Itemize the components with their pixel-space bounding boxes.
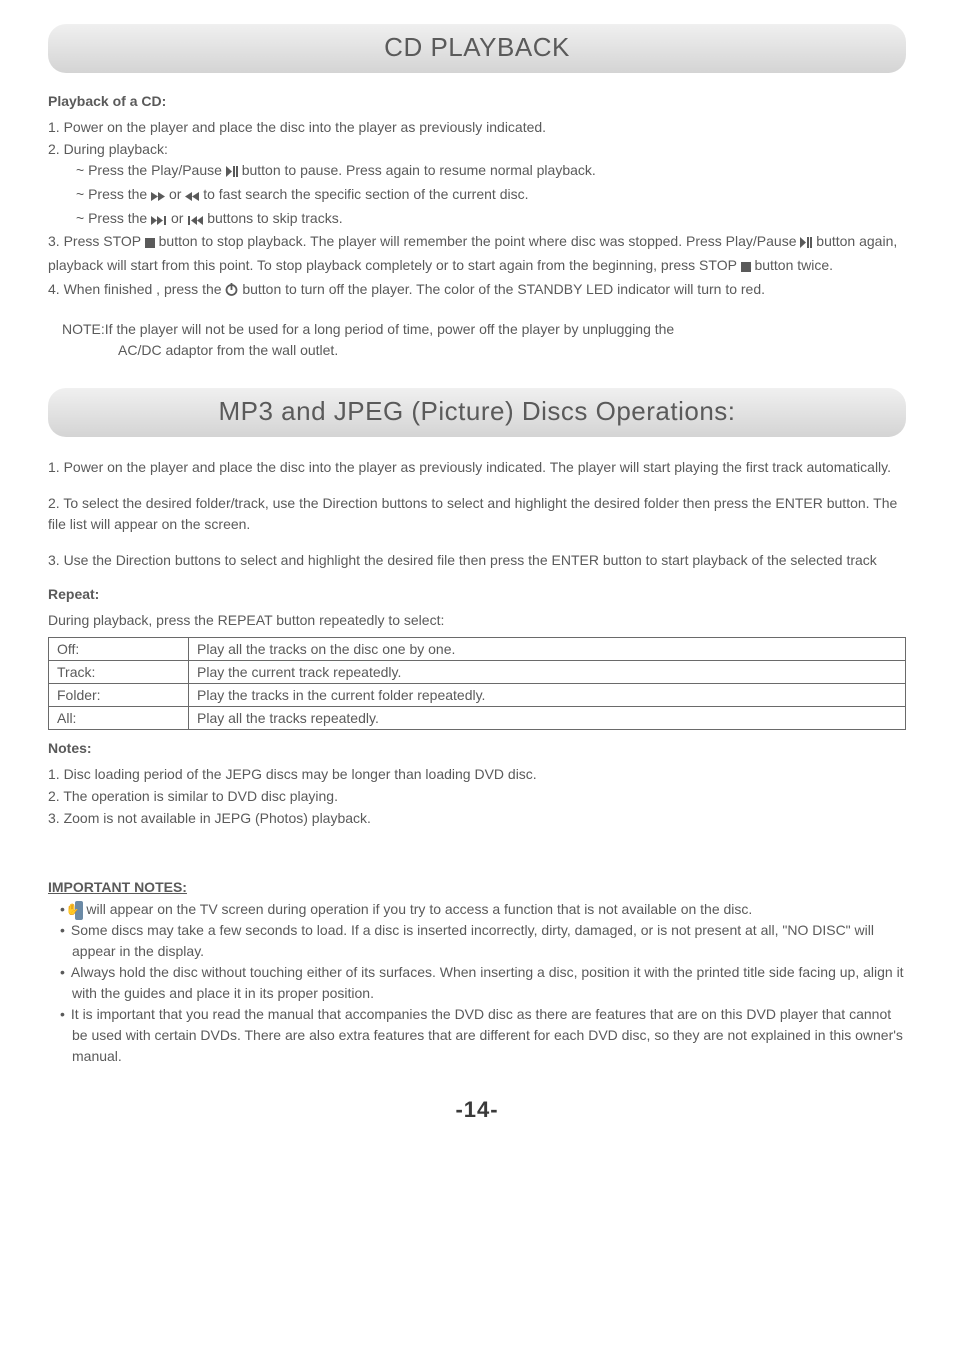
- text: or: [169, 186, 185, 202]
- text: button to pause. Press again to resume n…: [242, 162, 596, 178]
- list-item: 2. During playback:: [48, 139, 906, 161]
- text: It is important that you read the manual…: [71, 1006, 903, 1064]
- cell-desc: Play all the tracks on the disc one by o…: [189, 638, 906, 661]
- list-item: Some discs may take a few seconds to loa…: [54, 920, 906, 962]
- mp3-list: 1. Power on the player and place the dis…: [48, 457, 906, 572]
- fast-forward-icon: [151, 186, 165, 208]
- list-item: 2. The operation is similar to DVD disc …: [48, 786, 906, 808]
- table-row: All: Play all the tracks repeatedly.: [49, 707, 906, 730]
- list-item: 3. Use the Direction buttons to select a…: [48, 550, 906, 572]
- rewind-icon: [185, 186, 199, 208]
- text: ~ Press the: [76, 210, 151, 226]
- list-item: 1. Power on the player and place the dis…: [48, 117, 906, 139]
- skip-prev-icon: [187, 210, 203, 232]
- page-root: CD PLAYBACK Playback of a CD: 1. Power o…: [0, 0, 954, 1163]
- cell-label: Folder:: [49, 684, 189, 707]
- text: ~ Press the Play/Pause: [76, 162, 226, 178]
- cell-label: Track:: [49, 661, 189, 684]
- list-item: 2. To select the desired folder/track, u…: [48, 493, 906, 536]
- repeat-intro: During playback, press the REPEAT button…: [48, 610, 906, 632]
- section-header-cd-playback: CD PLAYBACK: [48, 24, 906, 73]
- hand-icon: ✋: [75, 901, 83, 920]
- cell-desc: Play the tracks in the current folder re…: [189, 684, 906, 707]
- stop-icon: [741, 257, 751, 279]
- note-block: NOTE:If the player will not be used for …: [48, 319, 906, 362]
- note-line: NOTE:If the player will not be used for …: [48, 319, 906, 341]
- table-row: Folder: Play the tracks in the current f…: [49, 684, 906, 707]
- notes-heading: Notes:: [48, 740, 906, 756]
- list-item: ~ Press the Play/Pause button to pause. …: [48, 160, 906, 184]
- skip-next-icon: [151, 210, 167, 232]
- list-item: 1. Power on the player and place the dis…: [48, 457, 906, 479]
- list-item: ~ Press the or to fast search the specif…: [48, 184, 906, 208]
- repeat-table: Off: Play all the tracks on the disc one…: [48, 637, 906, 730]
- cell-desc: Play the current track repeatedly.: [189, 661, 906, 684]
- playback-heading: Playback of a CD:: [48, 93, 906, 109]
- notes-list: 1. Disc loading period of the JEPG discs…: [48, 764, 906, 829]
- list-item: 3. Zoom is not available in JEPG (Photos…: [48, 808, 906, 830]
- text: to fast search the specific section of t…: [203, 186, 528, 202]
- list-item: ✋ will appear on the TV screen during op…: [54, 899, 906, 920]
- power-icon: [225, 281, 238, 303]
- play-pause-icon: [800, 233, 812, 255]
- list-item: 1. Disc loading period of the JEPG discs…: [48, 764, 906, 786]
- important-notes-list: ✋ will appear on the TV screen during op…: [48, 899, 906, 1067]
- table-row: Off: Play all the tracks on the disc one…: [49, 638, 906, 661]
- playback-list: 1. Power on the player and place the dis…: [48, 117, 906, 303]
- text: button twice.: [754, 257, 833, 273]
- important-notes-heading: IMPORTANT NOTES:: [48, 879, 906, 895]
- list-item: It is important that you read the manual…: [54, 1004, 906, 1067]
- text: will appear on the TV screen during oper…: [83, 901, 753, 917]
- text: button to stop playback. The player will…: [159, 233, 801, 249]
- text: button to turn off the player. The color…: [242, 281, 765, 297]
- text: or: [171, 210, 187, 226]
- list-item: 3. Press STOP button to stop playback. T…: [48, 231, 906, 278]
- section-header-mp3-jpeg: MP3 and JPEG (Picture) Discs Operations:: [48, 388, 906, 437]
- text: 3. Press STOP: [48, 233, 145, 249]
- cell-label: All:: [49, 707, 189, 730]
- table-row: Track: Play the current track repeatedly…: [49, 661, 906, 684]
- cell-label: Off:: [49, 638, 189, 661]
- text: ~ Press the: [76, 186, 151, 202]
- stop-icon: [145, 233, 155, 255]
- list-item: 4. When finished , press the button to t…: [48, 279, 906, 303]
- text: Always hold the disc without touching ei…: [71, 964, 904, 1001]
- list-item: Always hold the disc without touching ei…: [54, 962, 906, 1004]
- text: Some discs may take a few seconds to loa…: [71, 922, 874, 959]
- repeat-heading: Repeat:: [48, 586, 906, 602]
- list-item: ~ Press the or buttons to skip tracks.: [48, 208, 906, 232]
- cell-desc: Play all the tracks repeatedly.: [189, 707, 906, 730]
- note-line: AC/DC adaptor from the wall outlet.: [48, 340, 906, 362]
- text: 4. When finished , press the: [48, 281, 225, 297]
- text: buttons to skip tracks.: [207, 210, 342, 226]
- play-pause-icon: [226, 162, 238, 184]
- page-number: -14-: [48, 1097, 906, 1123]
